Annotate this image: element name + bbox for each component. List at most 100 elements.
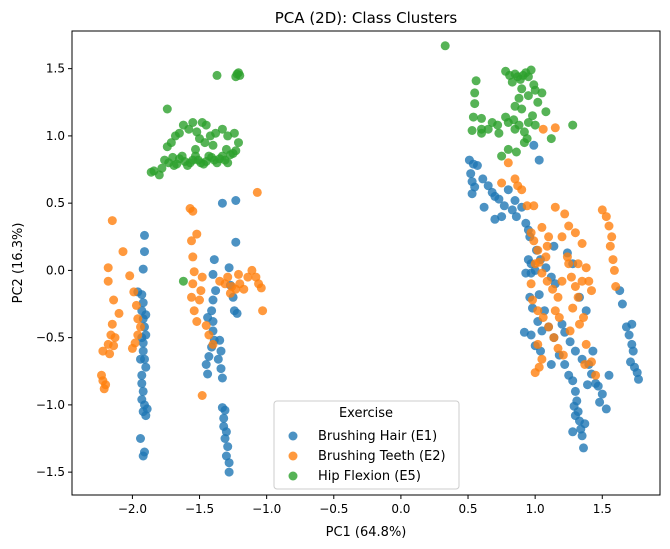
data-point [466, 169, 476, 179]
data-point [568, 120, 578, 130]
data-point [566, 272, 576, 282]
data-point [529, 140, 539, 150]
data-point [479, 202, 489, 212]
data-point [528, 111, 537, 121]
x-tick-label: 0.0 [391, 502, 410, 516]
data-point [231, 196, 241, 205]
data-point [187, 236, 196, 246]
data-point [110, 333, 120, 343]
data-point [221, 427, 231, 437]
data-point [542, 276, 552, 286]
data-point [467, 189, 477, 199]
data-point [609, 265, 619, 275]
data-point [258, 306, 268, 316]
data-point [189, 267, 199, 277]
data-point [178, 120, 188, 130]
data-point [107, 319, 117, 329]
data-point [467, 126, 477, 135]
data-point [142, 404, 152, 414]
data-point [546, 360, 556, 369]
data-point [205, 131, 215, 141]
data-point [528, 295, 537, 305]
data-point [204, 330, 214, 340]
data-point [624, 330, 634, 340]
data-point [523, 118, 533, 127]
data-point [581, 263, 591, 273]
data-point [588, 346, 598, 356]
data-point [129, 287, 139, 297]
data-point [478, 174, 488, 184]
data-point [507, 205, 517, 215]
data-point [569, 401, 579, 411]
data-point [537, 88, 547, 98]
data-point [234, 138, 243, 148]
x-tick-label: −2.0 [118, 502, 147, 516]
data-point [168, 152, 178, 162]
data-point [534, 257, 544, 267]
data-point [570, 346, 580, 356]
data-point [483, 181, 493, 191]
data-point [577, 239, 587, 248]
data-point [537, 222, 547, 232]
data-point [217, 373, 227, 383]
data-point [604, 370, 614, 380]
data-point [188, 279, 198, 289]
data-point [207, 306, 217, 316]
data-point [617, 299, 627, 309]
data-point [201, 120, 211, 130]
data-point [483, 124, 493, 134]
data-point [195, 295, 204, 305]
legend: Exercise Brushing Hair (E1) Brushing Tee… [273, 400, 460, 490]
data-point [178, 276, 188, 286]
data-point [537, 326, 547, 336]
data-point [557, 276, 567, 286]
data-point [170, 131, 180, 141]
data-point [208, 339, 218, 349]
data-point [141, 310, 151, 320]
data-point [605, 241, 615, 251]
data-point [201, 360, 211, 369]
data-point [477, 113, 486, 123]
data-point [138, 386, 148, 396]
data-point [549, 333, 559, 343]
data-point [247, 265, 257, 275]
y-tick-label: −0.5 [36, 331, 65, 345]
data-point [546, 134, 556, 144]
data-point [632, 368, 642, 378]
x-tick-label: −1.5 [185, 502, 214, 516]
data-point [581, 339, 591, 349]
data-point [570, 386, 580, 396]
series-1 [97, 123, 621, 400]
data-point [544, 322, 554, 332]
data-point [215, 335, 225, 345]
x-tick-label: −0.5 [319, 502, 348, 516]
data-point [533, 245, 543, 255]
data-point [103, 263, 113, 273]
data-point [220, 405, 230, 415]
data-point [497, 151, 507, 161]
data-point [533, 97, 543, 107]
data-point [201, 321, 211, 330]
data-point [544, 232, 554, 242]
data-point [595, 397, 605, 407]
data-point [477, 124, 486, 134]
data-point [581, 306, 591, 316]
data-point [468, 112, 478, 122]
data-point [557, 232, 567, 242]
data-point [103, 276, 113, 286]
x-tick-label: 1.5 [593, 502, 612, 516]
legend-label-hip-flexion: Hip Flexion (E5) [318, 469, 421, 484]
data-point [99, 384, 109, 394]
data-point [580, 360, 590, 369]
data-point [239, 284, 249, 294]
data-point [601, 212, 611, 222]
data-point [208, 140, 218, 150]
data-point [140, 230, 149, 240]
data-point [562, 252, 572, 262]
data-point [471, 76, 481, 86]
data-point [529, 236, 539, 246]
data-point [162, 104, 172, 114]
data-point [192, 317, 202, 326]
data-point [568, 427, 578, 437]
data-point [573, 292, 583, 302]
